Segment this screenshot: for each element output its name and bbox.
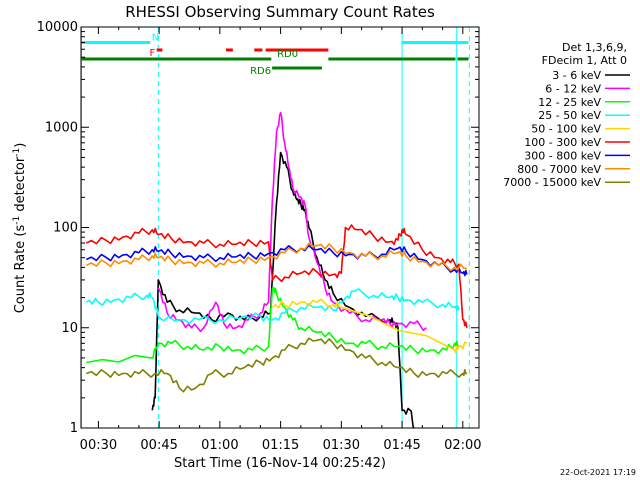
y-axis-label-end: ) xyxy=(13,143,28,148)
legend-label-3-6-kev: 3 - 6 keV xyxy=(552,69,601,82)
legend-header-1: Det 1,3,6,9, xyxy=(562,41,627,54)
series-line-800-7000-kev xyxy=(85,242,467,272)
y-axis-label-sup-2: -1 xyxy=(12,148,22,157)
y-tick-label-1: 1 xyxy=(70,421,78,436)
x-tick-label-01-45: 01:45 xyxy=(383,438,420,453)
series-line-12-25-kev xyxy=(86,286,460,364)
series-line-50-100-kev xyxy=(271,298,468,354)
legend-label-300-800-kev: 300 - 800 keV xyxy=(524,149,601,162)
x-tick-label-00-45: 00:45 xyxy=(140,438,177,453)
legend-label-12-25-kev: 12 - 25 keV xyxy=(538,96,601,109)
y-tick-label-100: 100 xyxy=(53,221,78,236)
x-axis-label: Start Time (16-Nov-14 00:25:42) xyxy=(174,456,386,471)
x-tick-label-00-30: 00:30 xyxy=(80,438,117,453)
flag-label-n: N xyxy=(152,33,159,44)
y-axis-label-mid: detector xyxy=(13,156,28,216)
timestamp: 22-Oct-2021 17:19 xyxy=(560,468,636,477)
y-tick-label-10000: 10000 xyxy=(37,20,78,35)
chart-title: RHESSI Observing Summary Count Rates xyxy=(125,3,435,21)
series-line-6-12-kev xyxy=(157,111,427,333)
y-axis-label: Count Rate (s-1 detector-1) xyxy=(12,143,28,314)
legend-label-6-12-kev: 6 - 12 keV xyxy=(545,82,601,95)
series-line-300-800-kev xyxy=(85,244,468,277)
legend-label-50-100-kev: 50 - 100 keV xyxy=(531,123,601,136)
legend-label-100-300-kev: 100 - 300 keV xyxy=(524,136,601,149)
flag-label-rd0: RD0 xyxy=(277,49,298,60)
series-line-7000-15000-kev xyxy=(86,337,467,393)
y-axis-label-sup-1: -1 xyxy=(12,216,22,225)
x-tick-label-01-00: 01:00 xyxy=(201,438,238,453)
y-tick-label-1000: 1000 xyxy=(45,120,78,135)
flag-label-f: F xyxy=(149,48,155,59)
x-tick-label-01-30: 01:30 xyxy=(323,438,360,453)
x-tick-label-02-00: 02:00 xyxy=(444,438,481,453)
legend-header-2: FDecim 1, Att 0 xyxy=(542,54,627,67)
legend-label-7000-15000-kev: 7000 - 15000 keV xyxy=(503,176,601,189)
x-tick-label-01-15: 01:15 xyxy=(262,438,299,453)
series-line-25-50-kev xyxy=(85,288,460,325)
y-tick-label-10: 10 xyxy=(61,321,78,336)
flag-label-rd6: RD6 xyxy=(250,66,271,77)
legend-label-800-7000-kev: 800 - 7000 keV xyxy=(517,163,601,176)
legend-label-25-50-kev: 25 - 50 keV xyxy=(538,109,601,122)
y-axis-label-main: Count Rate (s xyxy=(13,225,28,314)
series-line-100-300-kev xyxy=(85,224,468,328)
